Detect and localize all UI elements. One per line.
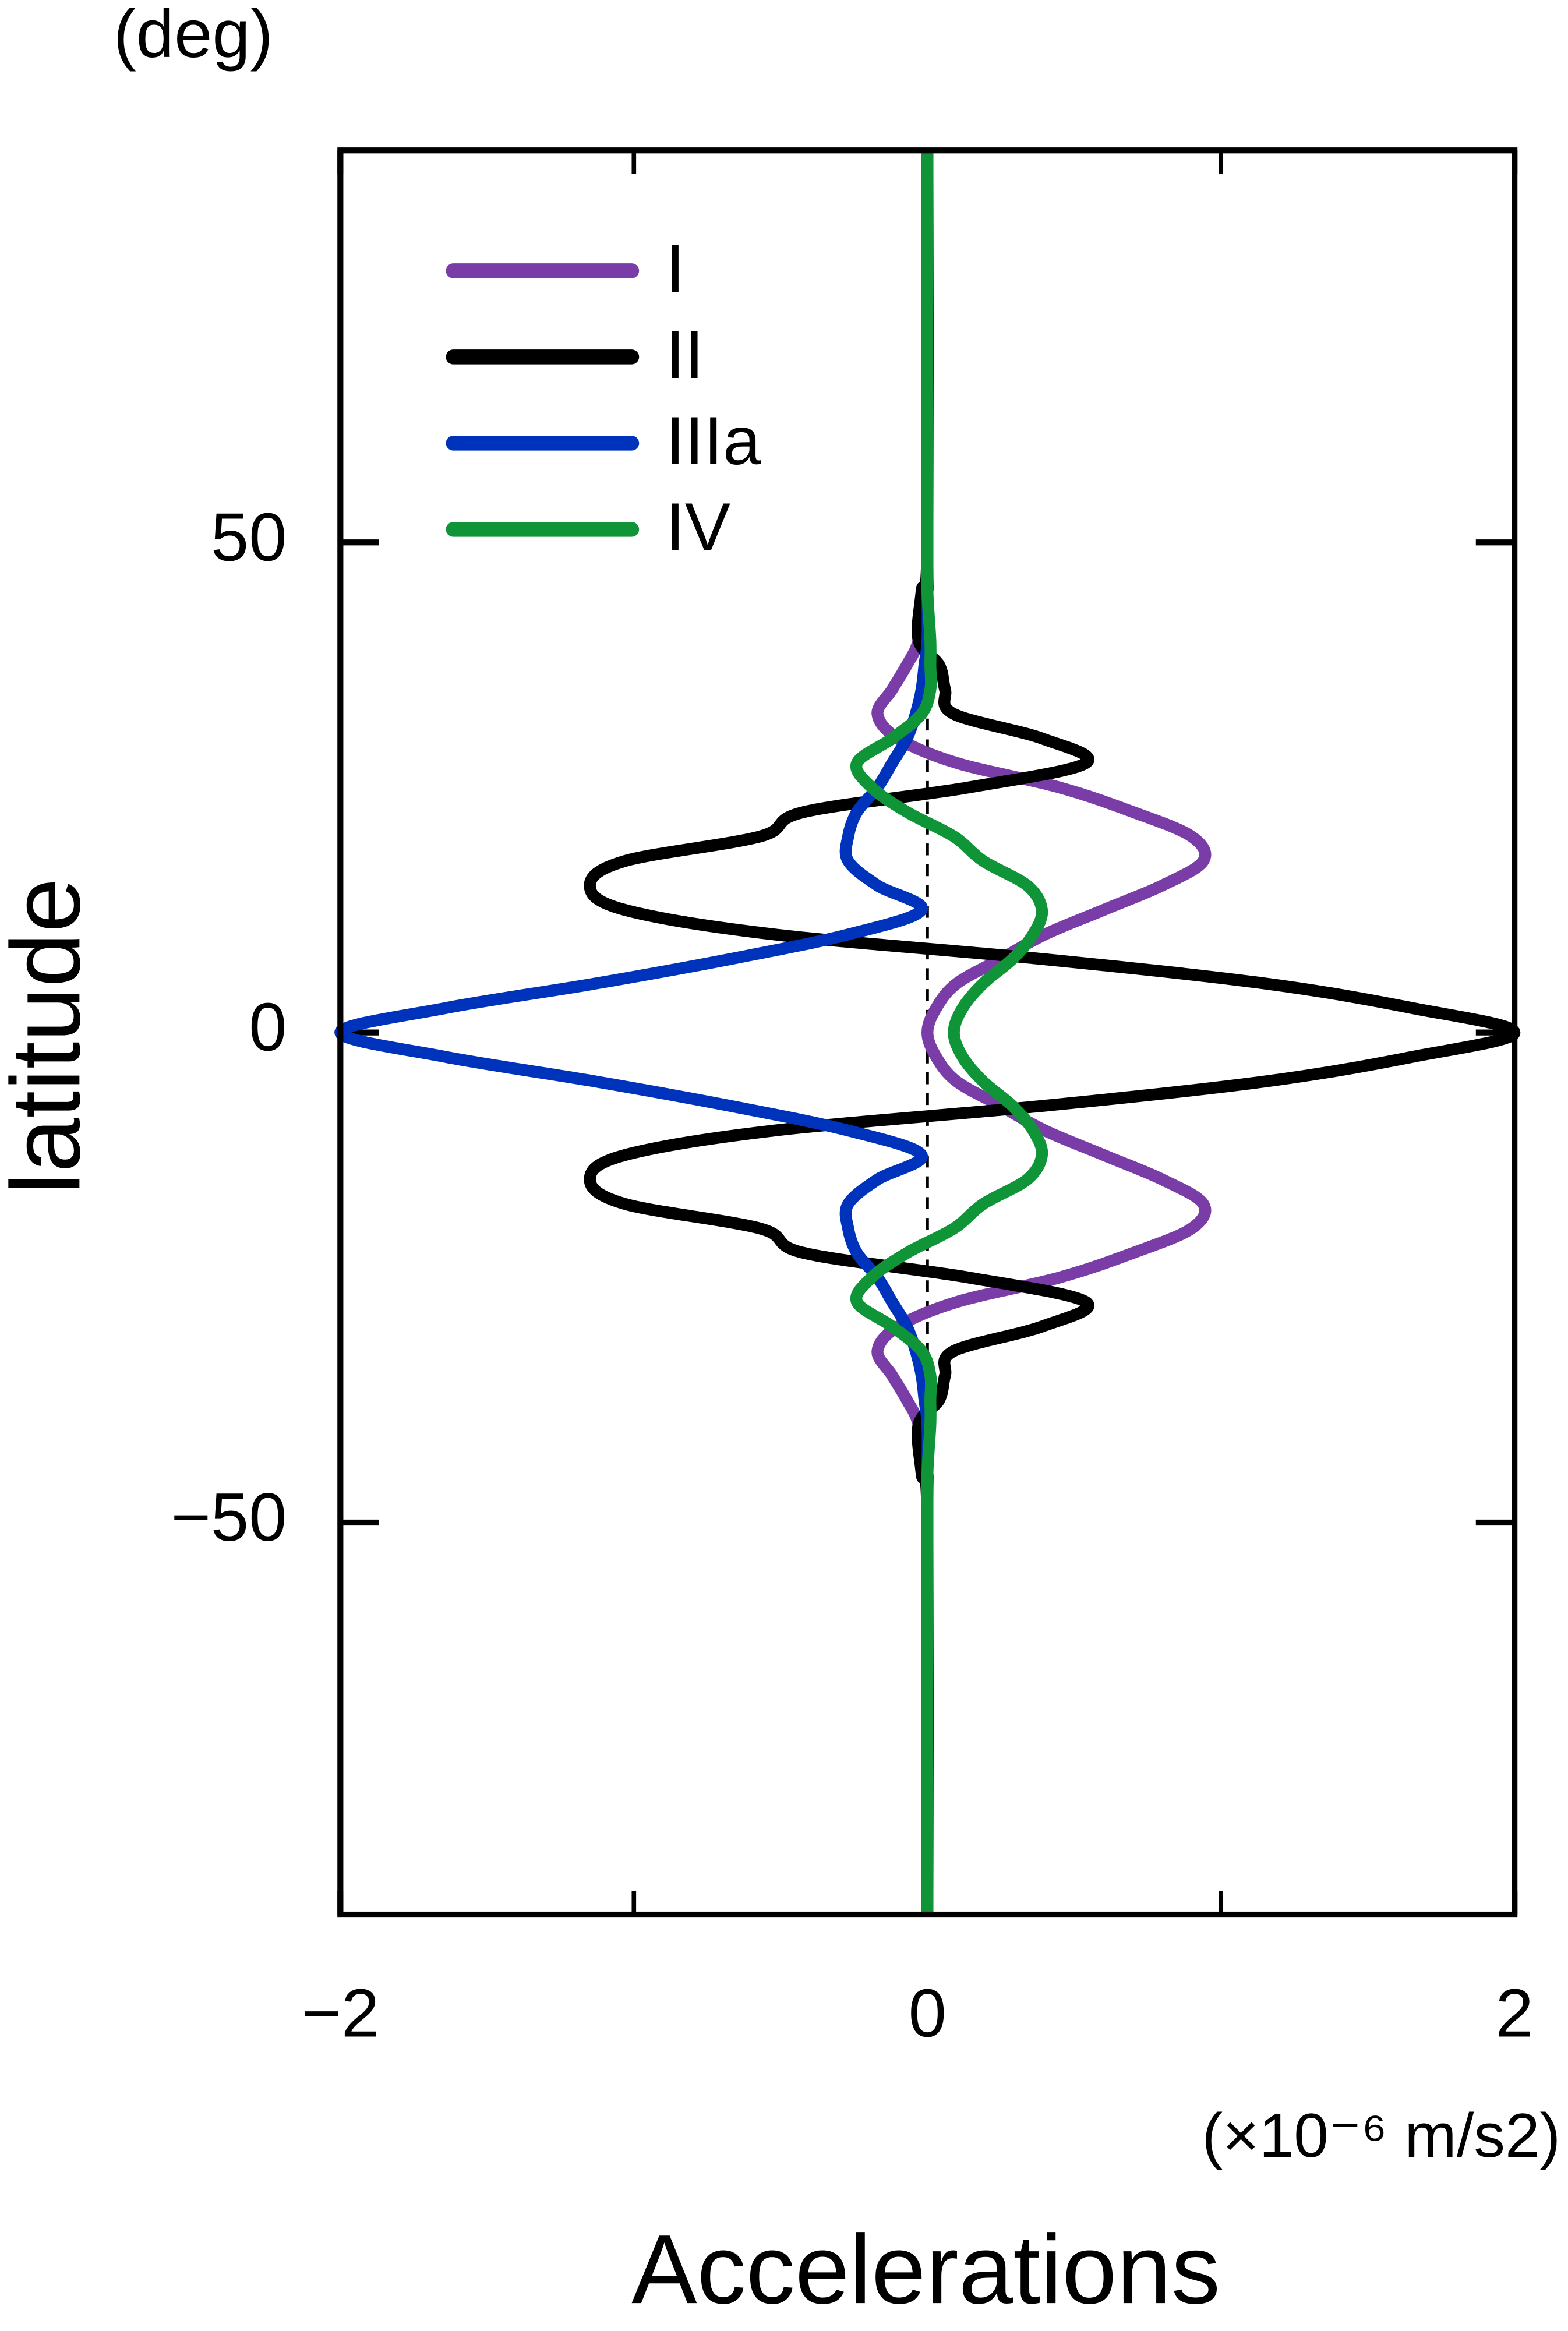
series-line [850,150,1048,1915]
series-line [334,150,934,1915]
y-tick-label: 50 [211,499,287,575]
y-axis-label: latitude [0,878,100,1195]
legend-label: IV [666,489,730,565]
legend-label: II [666,316,704,393]
legend-label: IIIa [666,402,761,479]
x-tick-label: −2 [301,1975,379,2051]
plot-frame [337,147,1518,1918]
x-axis-label: Accelerations [631,2215,1220,2324]
x-tick-label: 2 [1495,1975,1533,2051]
y-unit: (deg) [114,0,273,72]
x-unit: (×10⁻⁶ m/s2) [1202,2100,1560,2170]
y-tick-label: 0 [249,989,287,1065]
y-tick-label: −50 [171,1479,287,1555]
series-line [871,150,1212,1915]
legend-label: I [666,230,685,306]
x-tick-label: 0 [909,1975,947,2051]
